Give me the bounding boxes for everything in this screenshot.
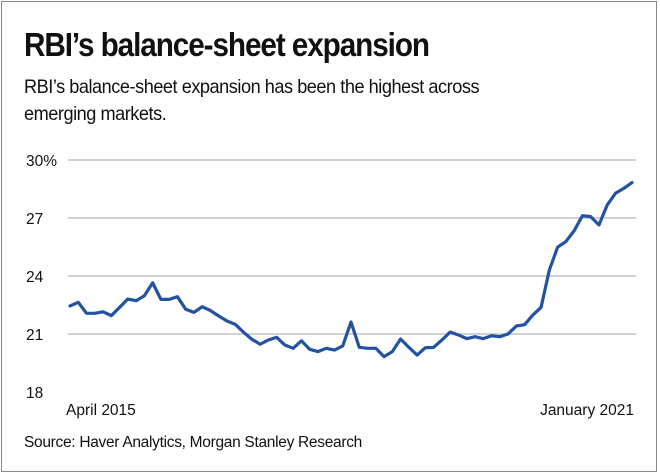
series-line [68,181,634,359]
y-tick-label: 27 [26,211,43,228]
x-tick-start: April 2015 [66,402,136,419]
y-tick-label: 18 [26,385,43,402]
y-tick-label: 21 [26,327,43,344]
chart-subtitle: RBI’s balance-sheet expansion has been t… [24,76,480,125]
y-tick-label: 30% [26,153,57,170]
y-tick-label: 24 [26,269,44,286]
source-note: Source: Haver Analytics, Morgan Stanley … [24,434,362,451]
x-tick-end: January 2021 [540,402,634,419]
chart-title: RBI’s balance-sheet expansion [24,26,430,63]
